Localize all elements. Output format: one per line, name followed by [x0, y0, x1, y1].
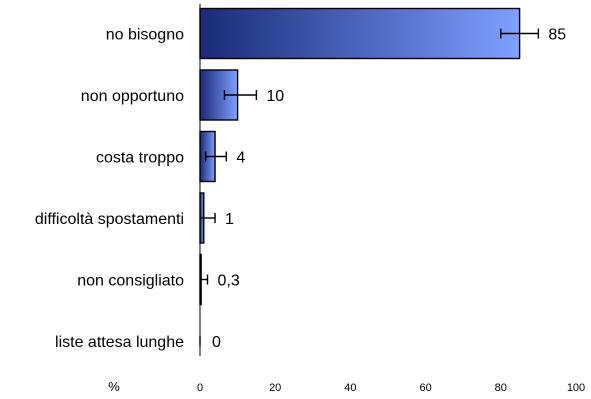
- x-tick-label: 100: [567, 382, 585, 394]
- data-label: 4: [236, 150, 245, 167]
- x-tick-label: 80: [495, 382, 507, 394]
- error-bars-group: [199, 28, 540, 346]
- error-bar: [204, 151, 228, 162]
- data-label: 85: [548, 27, 566, 44]
- data-label: 1: [225, 211, 234, 228]
- x-tick-label: 20: [269, 382, 281, 394]
- category-label: non consigliato: [77, 273, 184, 290]
- x-tick-label: 60: [419, 382, 431, 394]
- x-tick-label: 0: [197, 382, 203, 394]
- category-label: difficoltà spostamenti: [35, 211, 184, 228]
- data-label: 0,3: [218, 273, 240, 290]
- category-label: non opportuno: [81, 88, 184, 105]
- error-bar: [200, 274, 209, 285]
- category-label: costa troppo: [96, 150, 184, 167]
- value-labels-group: 85 10 4 1 0,3 0: [212, 27, 566, 352]
- error-bar: [200, 213, 216, 223]
- x-axis-unit-label: %: [108, 379, 120, 394]
- data-label: 10: [266, 88, 284, 105]
- category-label: liste attesa lunghe: [55, 334, 184, 351]
- bar: [199, 7, 521, 60]
- x-tick-labels-group: 0 20 40 60 80 100: [197, 382, 585, 394]
- bars-group: [199, 7, 521, 306]
- category-labels-group: no bisogno non opportuno costa troppo diffi…: [35, 27, 184, 352]
- error-bar: [500, 28, 540, 39]
- x-tick-label: 40: [344, 382, 356, 394]
- data-label: 0: [212, 334, 221, 351]
- error-bar: [223, 90, 258, 100]
- category-label: no bisogno: [106, 27, 184, 44]
